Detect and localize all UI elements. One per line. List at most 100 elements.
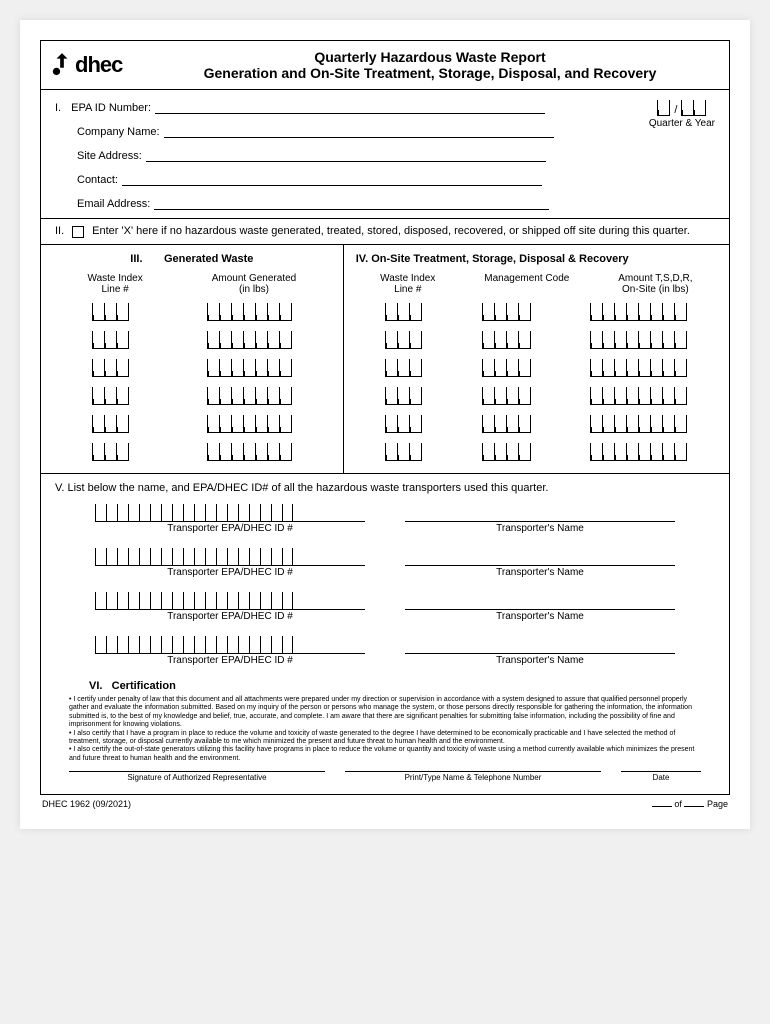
cert-para-3: • I also certify the out-of-state genera… bbox=[69, 746, 701, 763]
transporter-id-input[interactable] bbox=[95, 636, 365, 654]
print-name-line[interactable] bbox=[345, 771, 601, 772]
site-label: Site Address: bbox=[77, 150, 142, 162]
date-line[interactable] bbox=[621, 771, 701, 772]
section-3-title: III. Generated Waste bbox=[53, 253, 331, 265]
site-input[interactable] bbox=[146, 148, 546, 162]
s3-amt-input[interactable] bbox=[207, 415, 292, 433]
s3-headers: Waste Index Line # Amount Generated (in … bbox=[53, 273, 331, 295]
s4-grid bbox=[356, 303, 717, 461]
s3-col2: Amount Generated (in lbs) bbox=[212, 273, 297, 295]
s4-mgmt-input[interactable] bbox=[482, 331, 531, 349]
email-label: Email Address: bbox=[77, 198, 150, 210]
page-text: Page bbox=[707, 799, 728, 809]
s4-idx-input[interactable] bbox=[385, 387, 422, 405]
s3-amt-input[interactable] bbox=[207, 387, 292, 405]
s6-roman: VI. bbox=[89, 680, 102, 692]
s3-idx-input[interactable] bbox=[92, 443, 129, 461]
s3-roman: III. bbox=[130, 253, 142, 265]
transporter-id-label: Transporter EPA/DHEC ID # bbox=[95, 523, 365, 534]
s4-amt-input[interactable] bbox=[590, 303, 687, 321]
s4-amt-input[interactable] bbox=[590, 415, 687, 433]
page-footer: DHEC 1962 (09/2021) of Page bbox=[40, 799, 730, 809]
qy-slash: / bbox=[674, 104, 677, 116]
transporter-row: Transporter EPA/DHEC ID # Transporter's … bbox=[95, 504, 675, 534]
transporter-name-label: Transporter's Name bbox=[405, 567, 675, 578]
s4-col3: Amount T,S,D,R, On-Site (in lbs) bbox=[618, 273, 692, 295]
transporter-name-input[interactable] bbox=[405, 592, 675, 610]
no-waste-checkbox[interactable] bbox=[72, 226, 84, 238]
s3-idx-input[interactable] bbox=[92, 415, 129, 433]
section-4: IV. On-Site Treatment, Storage, Disposal… bbox=[344, 245, 729, 473]
transporter-id-label: Transporter EPA/DHEC ID # bbox=[95, 611, 365, 622]
s3-grid bbox=[53, 303, 331, 461]
transporter-name-input[interactable] bbox=[405, 504, 675, 522]
transporter-name-label: Transporter's Name bbox=[405, 523, 675, 534]
s3-idx-input[interactable] bbox=[92, 359, 129, 377]
transporter-id-label: Transporter EPA/DHEC ID # bbox=[95, 655, 365, 666]
transporter-row: Transporter EPA/DHEC ID # Transporter's … bbox=[95, 548, 675, 578]
s5-text: List below the name, and EPA/DHEC ID# of… bbox=[67, 482, 548, 494]
transporter-name-input[interactable] bbox=[405, 548, 675, 566]
s4-mgmt-input[interactable] bbox=[482, 387, 531, 405]
s3-amt-input[interactable] bbox=[207, 359, 292, 377]
company-input[interactable] bbox=[164, 124, 554, 138]
section-1: / Quarter & Year I. EPA ID Number: Compa… bbox=[41, 90, 729, 219]
transporter-id-input[interactable] bbox=[95, 592, 365, 610]
s4-col1: Waste Index Line # bbox=[380, 273, 435, 295]
cert-para-1: • I certify under penalty of law that th… bbox=[69, 696, 701, 730]
section-4-title: IV. On-Site Treatment, Storage, Disposal… bbox=[356, 253, 717, 265]
s4-idx-input[interactable] bbox=[385, 331, 422, 349]
email-input[interactable] bbox=[154, 196, 549, 210]
transporter-name-label: Transporter's Name bbox=[405, 655, 675, 666]
section-3-4: III. Generated Waste Waste Index Line # … bbox=[41, 245, 729, 474]
contact-label: Contact: bbox=[77, 174, 118, 186]
section-3: III. Generated Waste Waste Index Line # … bbox=[41, 245, 344, 473]
certification-text: • I certify under penalty of law that th… bbox=[69, 696, 701, 763]
s4-mgmt-input[interactable] bbox=[482, 359, 531, 377]
s4-headers: Waste Index Line # Management Code Amoun… bbox=[356, 273, 717, 295]
s3-idx-input[interactable] bbox=[92, 331, 129, 349]
signature-line[interactable] bbox=[69, 771, 325, 772]
s4-idx-input[interactable] bbox=[385, 443, 422, 461]
palmetto-icon bbox=[51, 51, 73, 79]
s3-amt-input[interactable] bbox=[207, 303, 292, 321]
cert-para-2: • I also certify that I have a program i… bbox=[69, 730, 701, 747]
dhec-logo: dhec bbox=[51, 51, 141, 79]
s4-idx-input[interactable] bbox=[385, 359, 422, 377]
certification-title: VI. Certification bbox=[89, 680, 701, 692]
company-label: Company Name: bbox=[77, 126, 160, 138]
s4-idx-input[interactable] bbox=[385, 303, 422, 321]
quarter-year-boxes[interactable]: / bbox=[649, 100, 715, 116]
signature-label: Signature of Authorized Representative bbox=[69, 773, 325, 782]
s4-roman: IV. bbox=[356, 253, 368, 265]
s4-mgmt-input[interactable] bbox=[482, 415, 531, 433]
logo-text: dhec bbox=[75, 52, 122, 78]
section-2: II. Enter 'X' here if no hazardous waste… bbox=[41, 219, 729, 245]
s4-mgmt-input[interactable] bbox=[482, 303, 531, 321]
s3-idx-input[interactable] bbox=[92, 303, 129, 321]
s5-roman: V. bbox=[55, 482, 64, 494]
s3-amt-input[interactable] bbox=[207, 331, 292, 349]
transporter-name-label: Transporter's Name bbox=[405, 611, 675, 622]
transporter-name-input[interactable] bbox=[405, 636, 675, 654]
s4-col2: Management Code bbox=[484, 273, 569, 295]
s4-amt-input[interactable] bbox=[590, 359, 687, 377]
transporter-id-input[interactable] bbox=[95, 548, 365, 566]
section-1-roman: I. bbox=[55, 102, 61, 114]
s3-amt-input[interactable] bbox=[207, 443, 292, 461]
s3-idx-input[interactable] bbox=[92, 387, 129, 405]
of-text: of bbox=[674, 799, 682, 809]
epa-id-input[interactable] bbox=[155, 100, 545, 114]
transporter-row: Transporter EPA/DHEC ID # Transporter's … bbox=[95, 636, 675, 666]
form-header: dhec Quarterly Hazardous Waste Report Ge… bbox=[41, 41, 729, 90]
s4-mgmt-input[interactable] bbox=[482, 443, 531, 461]
section-6: VI. Certification • I certify under pena… bbox=[55, 680, 715, 790]
s4-amt-input[interactable] bbox=[590, 443, 687, 461]
s4-amt-input[interactable] bbox=[590, 387, 687, 405]
title-line-1: Quarterly Hazardous Waste Report bbox=[141, 49, 719, 65]
s4-amt-input[interactable] bbox=[590, 331, 687, 349]
contact-input[interactable] bbox=[122, 172, 542, 186]
form-number: DHEC 1962 (09/2021) bbox=[42, 799, 131, 809]
s4-idx-input[interactable] bbox=[385, 415, 422, 433]
transporter-id-input[interactable] bbox=[95, 504, 365, 522]
